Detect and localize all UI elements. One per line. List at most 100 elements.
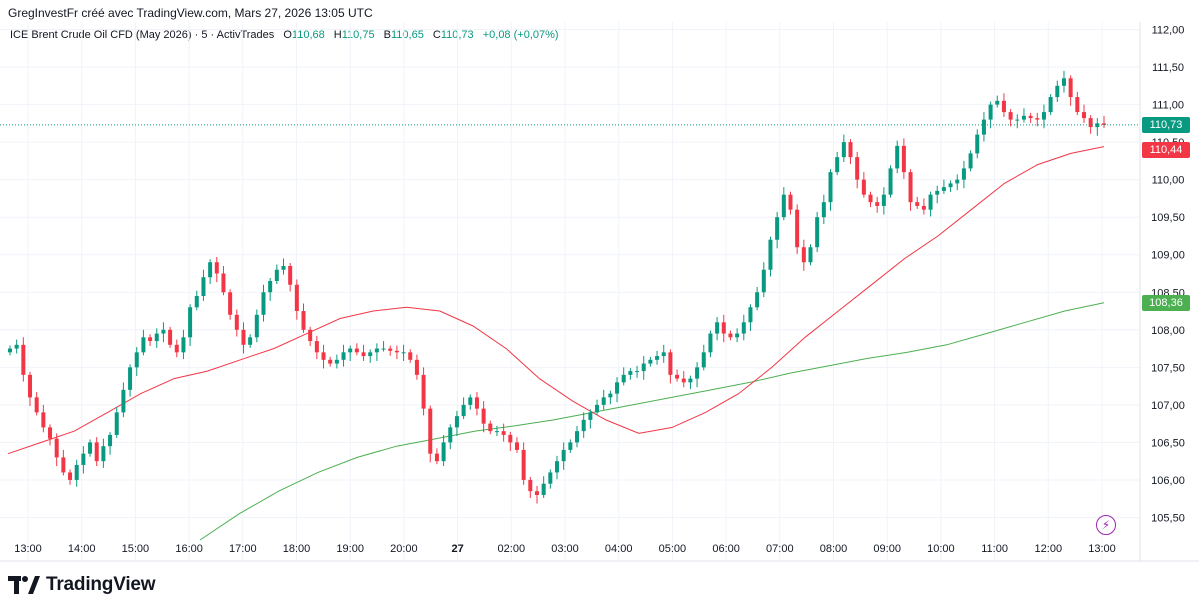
candle-body [735, 333, 740, 338]
candle-body [795, 209, 800, 248]
candle-body [508, 434, 513, 443]
candles [8, 70, 1106, 504]
candle-body [294, 284, 299, 312]
price-tick-label: 108,00 [1151, 325, 1185, 337]
candle-body [414, 359, 419, 375]
candle-body [308, 329, 313, 342]
candle-body [388, 348, 393, 351]
candle-body [28, 374, 33, 398]
candle-body [328, 359, 333, 364]
candle-body [575, 431, 580, 443]
candle-body [801, 247, 806, 263]
candle-body [214, 262, 219, 274]
candle-body [174, 344, 179, 353]
candle-body [695, 367, 700, 379]
price-tick-label: 107,50 [1151, 362, 1185, 374]
candle-body [288, 265, 293, 285]
tradingview-logo-icon [8, 576, 40, 594]
candle-body [948, 183, 953, 188]
candle-body [955, 179, 960, 184]
candle-body [835, 157, 840, 173]
candle-body [595, 404, 600, 413]
time-tick-label: 14:00 [68, 543, 96, 555]
candle-body [321, 352, 326, 360]
candle-body [1028, 115, 1033, 119]
tradingview-logo[interactable]: TradingView [8, 572, 156, 598]
price-tick-label: 106,50 [1151, 437, 1185, 449]
symbol-name[interactable]: ICE Brent Crude Oil CFD (May 2026) · 5 ·… [10, 29, 275, 41]
time-tick-label: 17:00 [229, 543, 257, 555]
candle-body [114, 412, 119, 435]
candle-body [434, 453, 439, 462]
candle-body [621, 374, 626, 383]
candle-body [895, 145, 900, 169]
open-value: 110,68 [291, 29, 325, 41]
candle-body [221, 273, 226, 293]
candle-body [421, 374, 426, 409]
candle-body [521, 449, 526, 480]
candle-body [101, 446, 106, 462]
candle-body [655, 356, 660, 360]
price-tick-label: 109,50 [1151, 212, 1185, 224]
candle-body [121, 389, 126, 413]
price-axis[interactable]: 112,00111,50111,00110,50110,00109,50109,… [1151, 25, 1185, 525]
time-tick-label: 09:00 [873, 543, 901, 555]
candle-body [228, 292, 233, 315]
candle-body [868, 194, 873, 203]
candle-body [1068, 78, 1073, 98]
candle-body [21, 344, 26, 375]
time-tick-label: 12:00 [1035, 543, 1063, 555]
candle-body [201, 277, 206, 297]
candle-body [875, 202, 880, 206]
candle-body [1088, 118, 1093, 128]
candle-body [588, 412, 593, 420]
candle-body [168, 329, 173, 345]
low-label: B [383, 29, 391, 41]
price-tick-label: 110,00 [1152, 175, 1185, 187]
price-tick-label: 106,00 [1151, 475, 1185, 487]
time-tick-label: 07:00 [766, 543, 794, 555]
candle-body [534, 491, 539, 495]
candle-body [301, 311, 306, 330]
candle-body [995, 100, 1000, 105]
candle-body [555, 461, 559, 473]
candle-body [208, 262, 213, 278]
symbol-legend: ICE Brent Crude Oil CFD (May 2026) · 5 ·… [10, 29, 559, 41]
candle-body [668, 352, 673, 375]
candle-body [88, 442, 93, 454]
candle-body [8, 348, 12, 353]
candle-body [61, 457, 66, 473]
time-axis[interactable]: 13:00 14:00 15:00 16:00 17:00 18:00 19:00 20:00… [14, 543, 1116, 555]
candle-body [74, 464, 79, 480]
candle-body [828, 172, 833, 203]
candle-body [641, 363, 646, 372]
candle-body [1095, 123, 1100, 128]
candle-body [254, 314, 259, 338]
candle-body [134, 352, 139, 368]
candle-body [1041, 112, 1046, 120]
time-tick-label: 04:00 [605, 543, 633, 555]
candle-body [528, 479, 533, 492]
candle-body [701, 352, 706, 368]
attribution-text: GregInvestFr créé avec TradingView.com, … [8, 6, 373, 20]
candle-body [541, 483, 546, 495]
last-price-tag: 110,73 [1142, 116, 1190, 133]
candle-body [341, 352, 346, 360]
candle-body [141, 337, 146, 353]
candle-body [494, 431, 499, 433]
candle-body [601, 397, 606, 405]
time-tick-label: 11:00 [981, 543, 1008, 555]
candle-body [788, 194, 793, 210]
candle-body [681, 378, 686, 383]
lightning-icon[interactable]: ⚡ [1096, 515, 1116, 535]
candle-body [268, 281, 273, 293]
candle-body [1015, 119, 1020, 121]
candle-body [841, 142, 846, 158]
time-tick-label: 06:00 [712, 543, 740, 555]
candle-body [1102, 123, 1106, 125]
candle-body [461, 404, 466, 417]
ma-fast-price-tag: 110,44 [1142, 141, 1190, 158]
time-tick-label: 15:00 [122, 543, 150, 555]
change-value: +0,08 (+0,07%) [482, 29, 559, 41]
